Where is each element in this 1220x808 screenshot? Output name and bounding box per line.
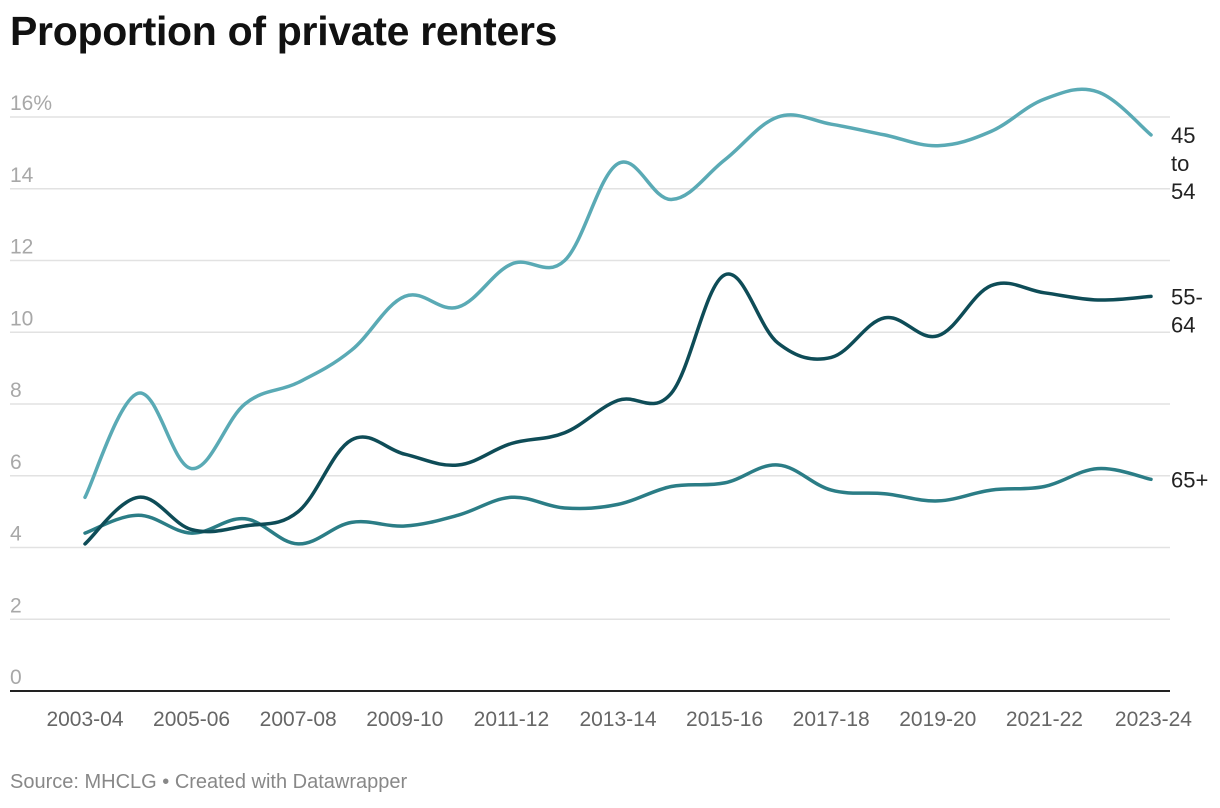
series-label-45-to-54: 45 to 54 xyxy=(1171,123,1195,204)
x-tick-label: 2015-16 xyxy=(686,708,763,731)
x-tick-label: 2019-20 xyxy=(899,708,976,731)
x-tick-label: 2009-10 xyxy=(366,708,443,731)
x-axis-ticks: 2003-04 2005-06 2007-08 2009-10 2011-12 2013-… xyxy=(46,708,1192,731)
series-line-55-64 xyxy=(83,272,1153,546)
y-tick-label: 6 xyxy=(10,451,22,474)
y-tick-label: 0 xyxy=(10,666,22,689)
source-footer: Source: MHCLG • Created with Datawrapper xyxy=(10,771,408,793)
gridlines xyxy=(10,116,1170,692)
series-line-45-to-54 xyxy=(83,87,1153,500)
y-tick-label: 14 xyxy=(10,164,34,187)
series-line-65- xyxy=(83,463,1153,546)
series-lines xyxy=(83,87,1153,546)
x-tick-label: 2023-24 xyxy=(1115,708,1192,731)
x-tick-label: 2005-06 xyxy=(153,708,230,731)
series-label-55-64: 55-64 xyxy=(1171,284,1203,337)
y-tick-label: 4 xyxy=(10,523,22,546)
x-tick-label: 2021-22 xyxy=(1006,708,1083,731)
y-tick-label: 8 xyxy=(10,379,22,402)
chart-title: Proportion of private renters xyxy=(10,8,558,54)
x-tick-label: 2017-18 xyxy=(793,708,870,731)
y-axis-ticks: 0 2 4 6 8 10 12 14 16% xyxy=(10,92,52,689)
y-tick-label: 12 xyxy=(10,236,33,259)
x-tick-label: 2011-12 xyxy=(474,708,550,731)
x-tick-label: 2003-04 xyxy=(46,708,123,731)
x-tick-label: 2013-14 xyxy=(579,708,656,731)
y-tick-label: 16% xyxy=(10,92,52,115)
series-label-65-: 65+ xyxy=(1171,467,1208,492)
x-tick-label: 2007-08 xyxy=(260,708,337,731)
y-tick-label: 10 xyxy=(10,307,33,330)
series-labels: 45 to 54 55-64 65+ xyxy=(1171,123,1208,492)
y-tick-label: 2 xyxy=(10,594,22,617)
